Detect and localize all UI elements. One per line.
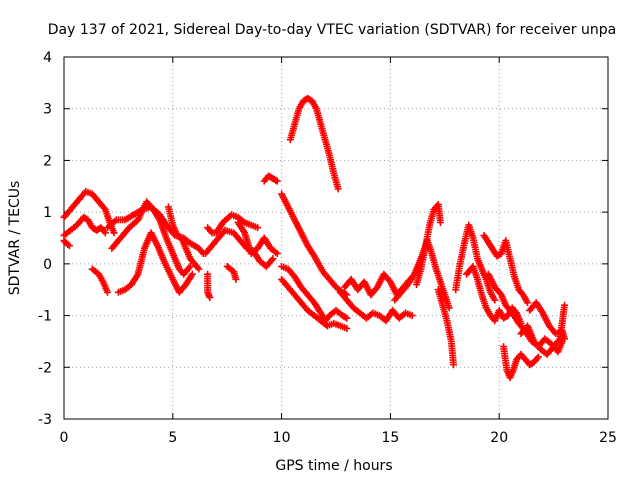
x-tick-label: 10 <box>273 430 291 446</box>
series-trace-7 <box>114 229 196 296</box>
data-point <box>65 242 73 250</box>
y-tick-label: -1 <box>38 309 52 325</box>
data-point <box>104 288 112 296</box>
data-point <box>206 293 214 301</box>
series-trace-23 <box>434 286 458 369</box>
y-tick-label: -2 <box>38 360 52 376</box>
data-point <box>343 314 351 322</box>
data-point <box>110 229 118 237</box>
series-trace-13 <box>234 218 281 258</box>
data-point <box>341 313 349 321</box>
data-point <box>534 353 542 361</box>
data-point <box>560 301 568 309</box>
data-point <box>523 299 531 307</box>
series-trace-24 <box>452 221 499 304</box>
data-point <box>272 176 280 184</box>
data-point <box>232 275 240 283</box>
x-tick-label: 5 <box>168 430 177 446</box>
series-trace-26 <box>480 231 531 307</box>
series-trace-8 <box>164 203 203 273</box>
series-trace-16 <box>278 262 351 325</box>
y-tick-label: 2 <box>43 153 52 169</box>
series-trace-25 <box>463 262 525 327</box>
series-trace-22 <box>413 200 444 289</box>
data-point <box>254 224 262 232</box>
x-axis-label: GPS time / hours <box>275 458 392 474</box>
data-point <box>101 229 109 237</box>
x-tick-label: 0 <box>60 430 69 446</box>
data-point <box>343 325 351 332</box>
series-trace-28 <box>500 343 542 382</box>
x-tick-label: 25 <box>599 430 617 446</box>
series-trace-17 <box>278 275 351 332</box>
series-trace-2 <box>60 213 109 239</box>
data-point <box>436 218 444 226</box>
series-trace-4 <box>88 265 112 296</box>
y-tick-label: 4 <box>43 50 52 66</box>
series-trace-18 <box>286 94 342 193</box>
x-tick-label: 15 <box>381 430 399 446</box>
series-trace-3 <box>60 237 73 250</box>
series-trace-6 <box>108 198 194 278</box>
data-point <box>186 262 194 270</box>
data-point <box>269 255 277 263</box>
data-point <box>195 265 203 273</box>
grid-lines <box>64 57 608 419</box>
y-tick-labels: -3 -2 -1 0 1 2 3 4 <box>38 50 52 428</box>
series-trace-12 <box>223 262 240 283</box>
data-point <box>491 296 499 304</box>
y-tick-label: 0 <box>43 257 52 273</box>
series-trace-11 <box>204 270 214 301</box>
series-trace-14 <box>260 172 281 185</box>
data-point <box>408 312 416 320</box>
data-point <box>445 304 453 312</box>
y-tick-label: 3 <box>43 102 52 118</box>
axis-ticks <box>63 56 609 420</box>
data-point <box>334 185 342 193</box>
series-trace-15 <box>278 190 351 299</box>
y-tick-label: -3 <box>38 412 52 428</box>
data-point <box>450 361 458 369</box>
data-point <box>273 177 281 185</box>
x-tick-labels: 0 5 10 15 20 25 <box>60 430 617 446</box>
y-axis-label: SDTVAR / TECUs <box>7 181 23 296</box>
y-tick-label: 1 <box>43 205 52 221</box>
series-trace-19 <box>336 288 416 325</box>
x-tick-label: 20 <box>490 430 508 446</box>
data-points <box>60 94 568 382</box>
series-trace-1 <box>60 187 118 237</box>
data-point <box>273 250 281 258</box>
data-point <box>188 270 196 278</box>
chart-title: Day 137 of 2021, Sidereal Day-to-day VTE… <box>48 22 616 38</box>
series-trace-30 <box>517 301 568 358</box>
